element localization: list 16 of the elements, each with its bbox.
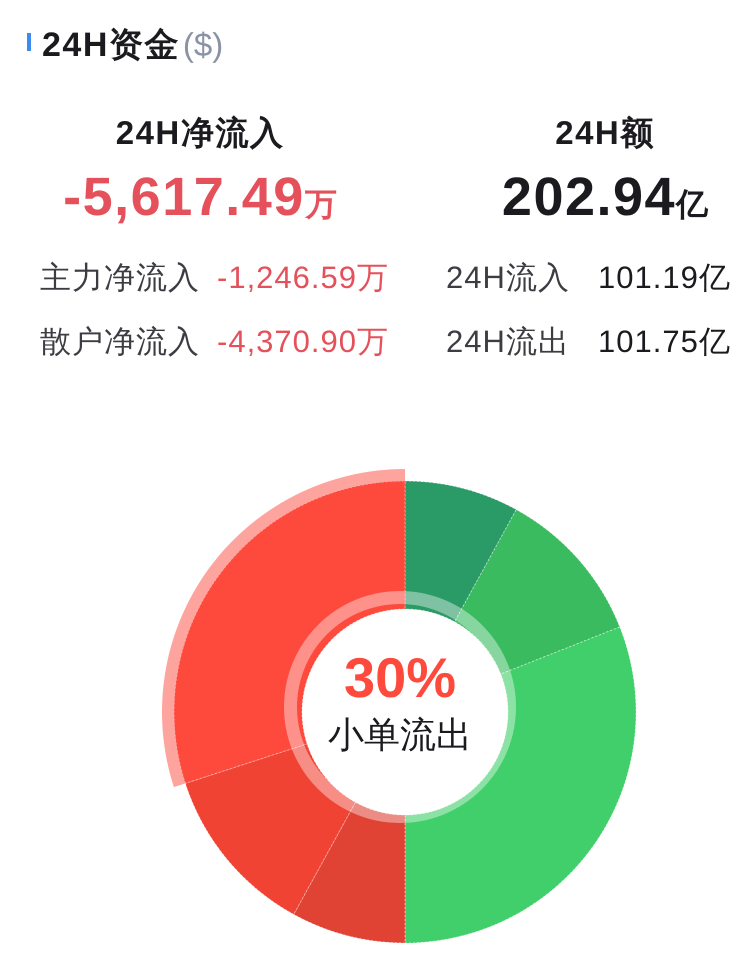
text: 24H流入 [446, 260, 570, 295]
text: -5,617.49万 [63, 167, 337, 227]
text: 24H资金 [42, 26, 180, 64]
text: -4,370.90万 [217, 323, 390, 361]
text: -1,246.59万 [217, 259, 390, 297]
text: 202.94亿 [502, 167, 708, 227]
text: ($) [182, 26, 224, 63]
text: 101.19亿 [598, 259, 732, 297]
data-label: 30% [342, 646, 458, 709]
text: 24H净流入 [114, 113, 286, 153]
text: 24H流出 [446, 324, 570, 359]
text: 主力净流入 [40, 259, 201, 297]
text: 101.75亿 [598, 323, 732, 361]
text: 24H额 [554, 113, 656, 153]
slice-label: 小单流出 [327, 713, 473, 757]
text: 散户净流入 [40, 323, 201, 361]
